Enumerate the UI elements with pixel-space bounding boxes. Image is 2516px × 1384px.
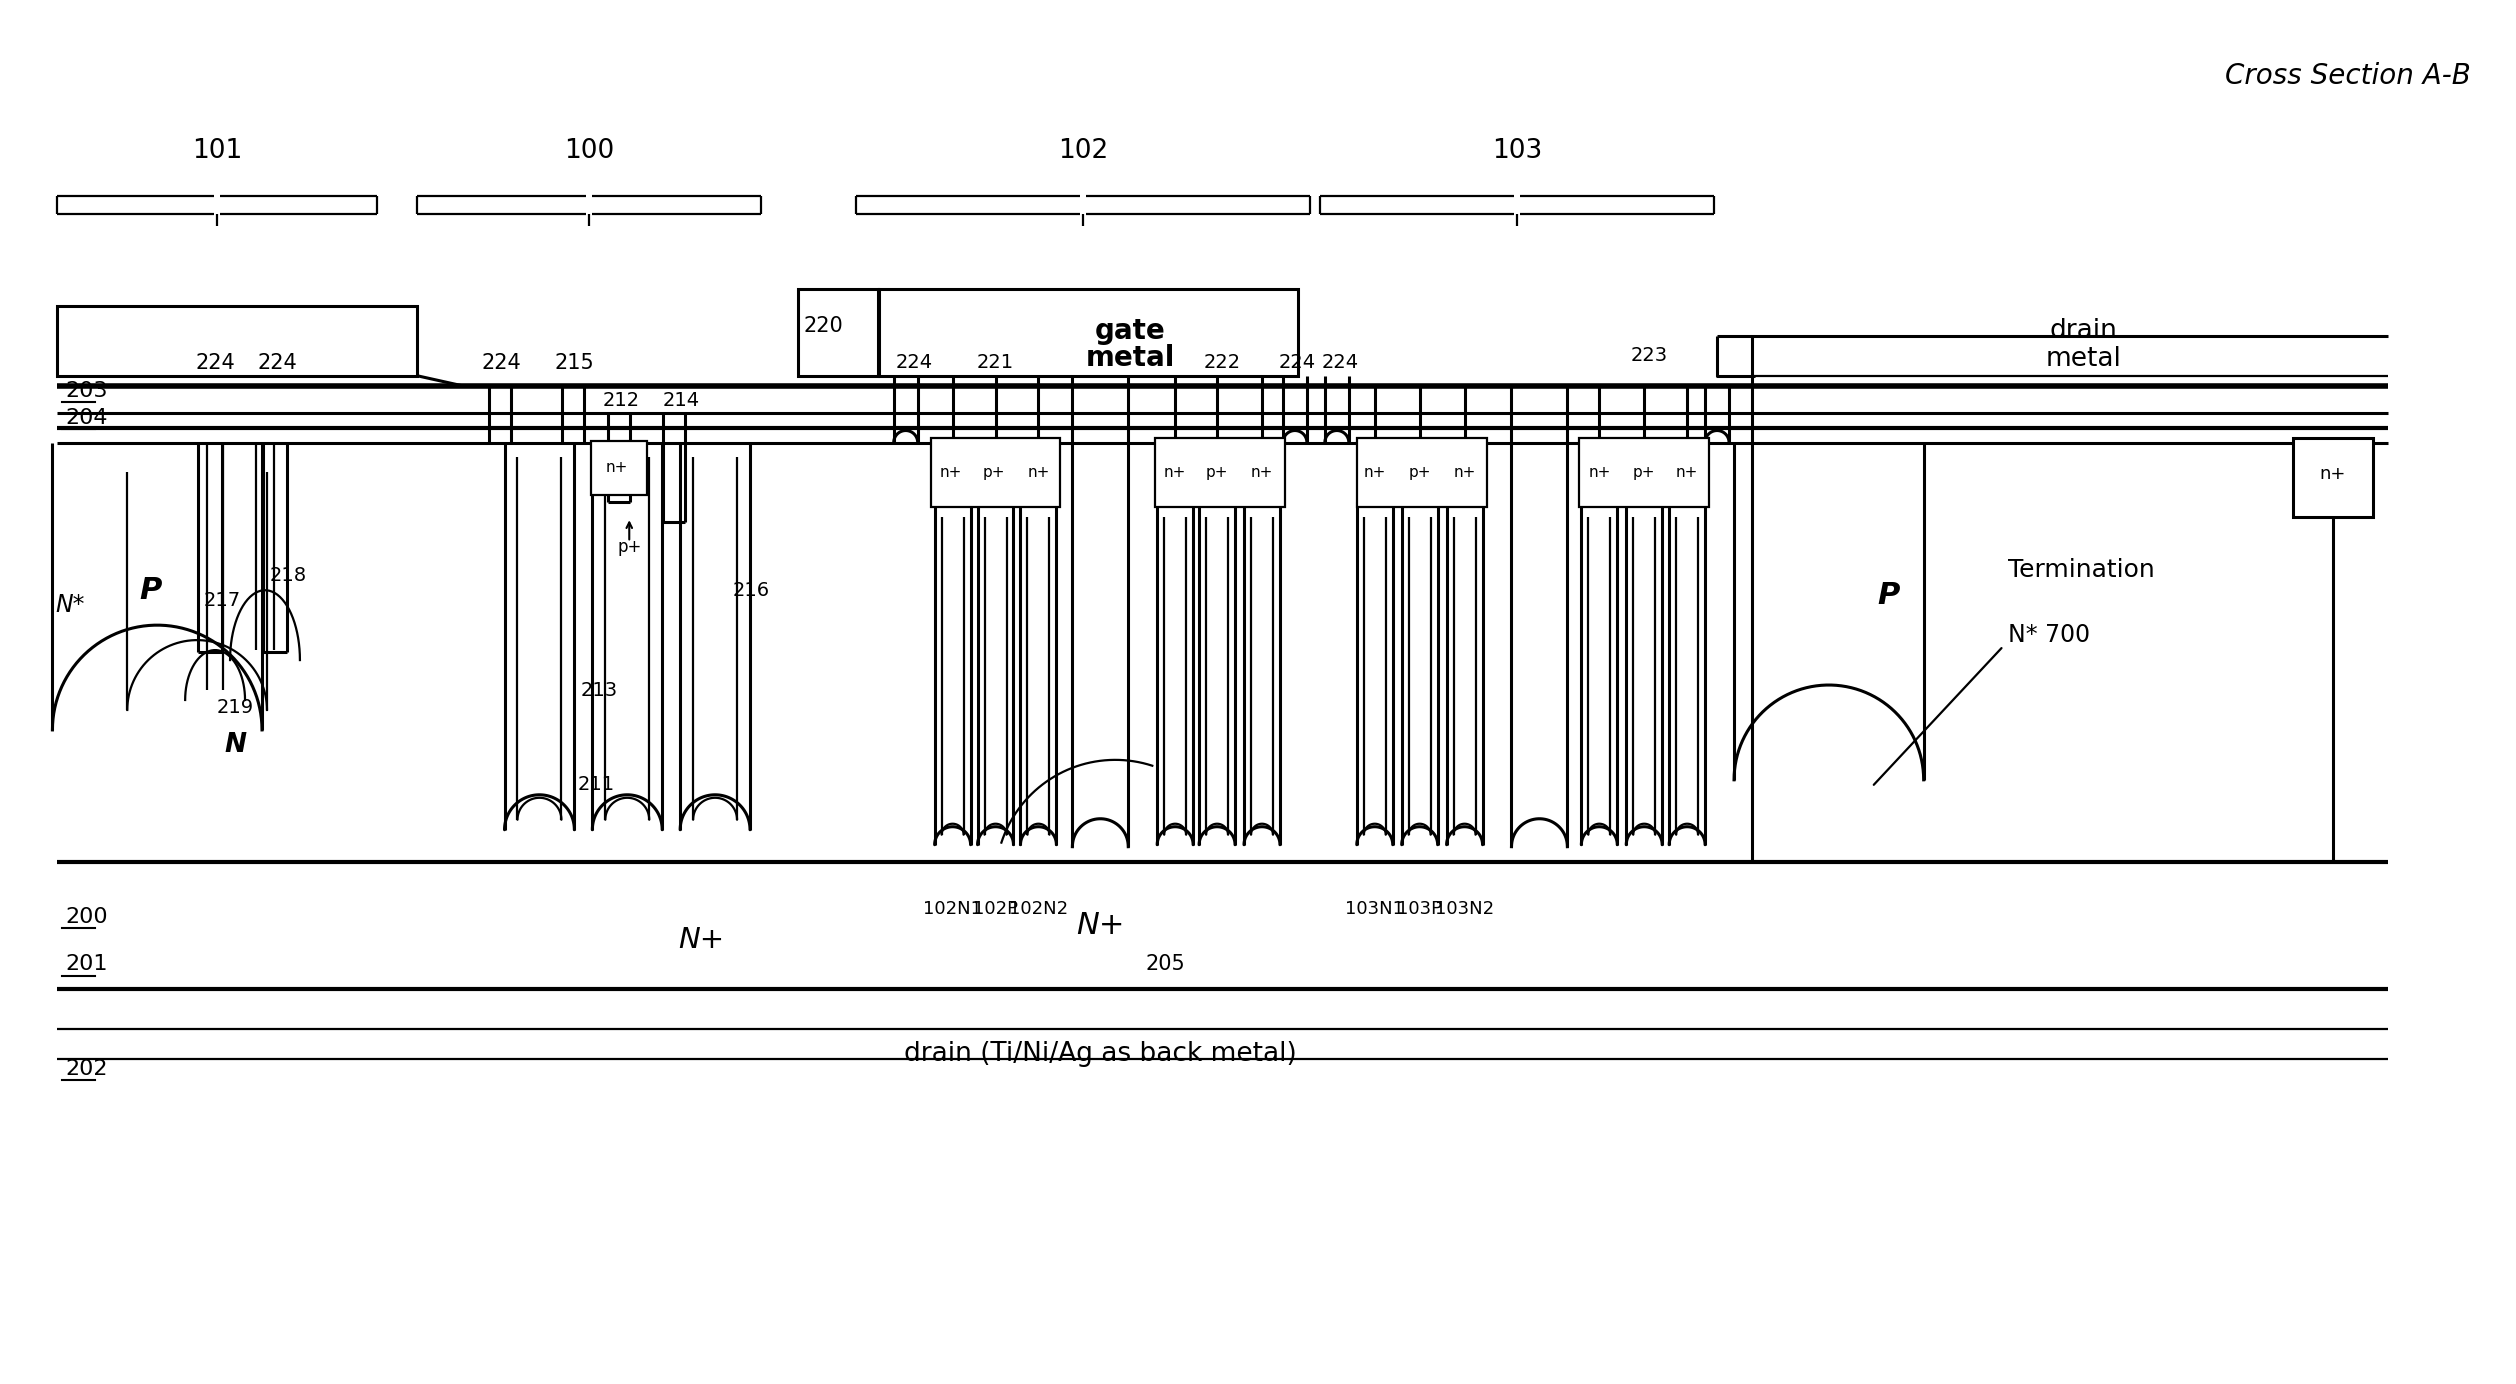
Bar: [58, 306, 418, 375]
Text: 222: 222: [1203, 353, 1240, 372]
Text: 221: 221: [976, 353, 1014, 372]
Text: 224: 224: [196, 353, 234, 372]
Text: N+: N+: [677, 926, 725, 954]
Text: n+: n+: [1454, 465, 1477, 480]
Text: metal: metal: [1084, 343, 1175, 372]
Text: 211: 211: [579, 775, 614, 794]
Bar: [931, 437, 1059, 508]
Bar: [591, 440, 647, 495]
Text: 205: 205: [1145, 955, 1185, 974]
Text: 224: 224: [896, 353, 933, 372]
Text: 100: 100: [564, 138, 614, 165]
Text: gate: gate: [1094, 317, 1165, 345]
Text: drain: drain: [2051, 318, 2118, 343]
Text: metal: metal: [2046, 346, 2121, 372]
Text: 217: 217: [204, 591, 242, 610]
Text: n+: n+: [938, 465, 961, 480]
Text: 212: 212: [604, 392, 639, 410]
Text: 103P: 103P: [1396, 900, 1442, 918]
Bar: [798, 289, 878, 375]
Text: 200: 200: [65, 907, 108, 926]
Text: 220: 220: [805, 316, 843, 336]
Text: 216: 216: [732, 581, 770, 599]
Text: 102N1: 102N1: [923, 900, 981, 918]
Text: 103N2: 103N2: [1434, 900, 1495, 918]
Text: n+: n+: [1250, 465, 1273, 480]
Text: 103N1: 103N1: [1346, 900, 1404, 918]
Bar: [878, 289, 1298, 375]
Text: 223: 223: [1630, 346, 1668, 365]
Text: 204: 204: [65, 407, 108, 428]
Text: 201: 201: [65, 955, 108, 974]
Text: p+: p+: [981, 465, 1004, 480]
Text: 203: 203: [65, 381, 108, 400]
Text: p+: p+: [1409, 465, 1432, 480]
Text: N+: N+: [1077, 911, 1125, 940]
Text: n+: n+: [1165, 465, 1188, 480]
Bar: [1580, 437, 1708, 508]
Text: 202: 202: [65, 1059, 108, 1080]
Text: N: N: [224, 732, 247, 758]
Text: p+: p+: [1633, 465, 1656, 480]
Text: n+: n+: [2320, 465, 2345, 483]
Bar: [2292, 437, 2373, 518]
Text: Cross Section A-B: Cross Section A-B: [2224, 62, 2471, 90]
Bar: [1155, 437, 1286, 508]
Text: N*: N*: [55, 594, 86, 617]
Text: n+: n+: [1588, 465, 1610, 480]
Text: p+: p+: [616, 538, 642, 556]
Text: 102P: 102P: [974, 900, 1019, 918]
Text: p+: p+: [1205, 465, 1228, 480]
Text: 219: 219: [216, 698, 254, 717]
Text: n+: n+: [606, 459, 629, 475]
Text: 102: 102: [1057, 138, 1107, 165]
Text: 101: 101: [191, 138, 242, 165]
Text: 102N2: 102N2: [1009, 900, 1067, 918]
Text: n+: n+: [1364, 465, 1386, 480]
Text: 214: 214: [662, 392, 699, 410]
Text: 103: 103: [1492, 138, 1542, 165]
Text: 213: 213: [581, 681, 619, 699]
Text: 224: 224: [1278, 353, 1316, 372]
Text: 215: 215: [554, 353, 594, 372]
Text: N* 700: N* 700: [2008, 623, 2091, 648]
Text: 224: 224: [257, 353, 297, 372]
Text: 224: 224: [481, 353, 521, 372]
Text: n+: n+: [1676, 465, 1698, 480]
Text: drain (Ti/Ni/Ag as back metal): drain (Ti/Ni/Ag as back metal): [903, 1041, 1296, 1067]
Text: P: P: [1877, 581, 1900, 610]
Text: 224: 224: [1321, 353, 1359, 372]
Text: Termination: Termination: [2008, 558, 2156, 583]
Text: 218: 218: [269, 566, 307, 584]
Text: n+: n+: [1027, 465, 1049, 480]
Bar: [1356, 437, 1487, 508]
Text: P: P: [138, 576, 161, 605]
